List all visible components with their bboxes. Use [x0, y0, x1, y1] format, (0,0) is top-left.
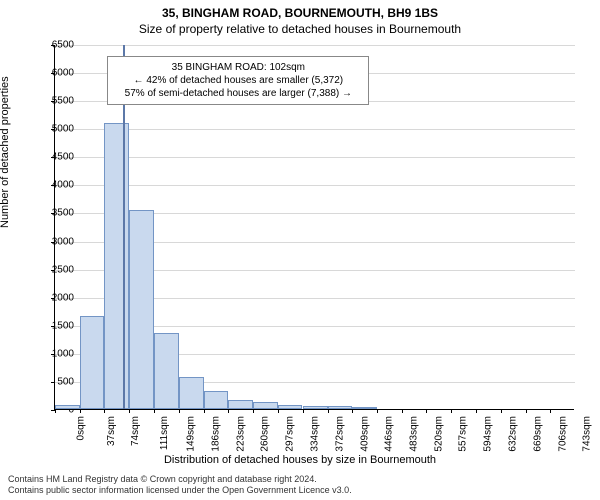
x-axis-label: Distribution of detached houses by size … [0, 454, 600, 466]
histogram-bar [179, 377, 204, 409]
histogram-bar [104, 123, 129, 409]
x-tick-mark [228, 409, 229, 413]
property-annotation: 35 BINGHAM ROAD: 102sqm ← 42% of detache… [107, 56, 369, 105]
x-tick-mark [377, 409, 378, 413]
grid-line [55, 157, 575, 158]
x-tick-label: 260sqm [260, 416, 271, 452]
x-tick-label: 149sqm [186, 416, 197, 452]
y-tick-label: 5500 [34, 96, 74, 107]
grid-line [55, 129, 575, 130]
histogram-chart: 35 BINGHAM ROAD: 102sqm ← 42% of detache… [54, 45, 574, 410]
y-tick-label: 2000 [34, 292, 74, 303]
x-tick-label: 743sqm [582, 416, 593, 452]
footer-line-1: Contains HM Land Registry data © Crown c… [8, 474, 592, 485]
histogram-bar [352, 407, 377, 409]
histogram-bar [303, 406, 328, 409]
y-tick-label: 5000 [34, 124, 74, 135]
x-tick-label: 669sqm [533, 416, 544, 452]
x-tick-label: 74sqm [130, 416, 141, 446]
x-tick-label: 111sqm [159, 416, 170, 450]
histogram-bar [154, 333, 179, 409]
grid-line [55, 45, 575, 46]
page-subtitle: Size of property relative to detached ho… [0, 20, 600, 36]
histogram-bar [55, 405, 80, 409]
y-tick-label: 3000 [34, 236, 74, 247]
x-tick-mark [129, 409, 130, 413]
y-tick-label: 4000 [34, 180, 74, 191]
x-tick-mark [179, 409, 180, 413]
x-tick-mark [253, 409, 254, 413]
x-tick-mark [204, 409, 205, 413]
y-axis-label: Number of detached properties [0, 76, 11, 228]
histogram-bar [80, 316, 105, 409]
x-tick-label: 409sqm [359, 416, 370, 452]
x-tick-label: 483sqm [409, 416, 420, 452]
x-tick-label: 520sqm [433, 416, 444, 452]
grid-line [55, 185, 575, 186]
y-tick-label: 4500 [34, 152, 74, 163]
histogram-bar [129, 210, 154, 409]
x-tick-label: 297sqm [285, 416, 296, 452]
x-tick-label: 334sqm [309, 416, 320, 452]
y-tick-label: 6500 [34, 40, 74, 51]
x-tick-mark [501, 409, 502, 413]
x-tick-label: 37sqm [106, 416, 117, 446]
annotation-line-2: ← 42% of detached houses are smaller (5,… [114, 74, 362, 87]
x-tick-label: 557sqm [458, 416, 469, 452]
x-tick-label: 632sqm [508, 416, 519, 452]
annotation-line-3: 57% of semi-detached houses are larger (… [114, 87, 362, 100]
x-tick-mark [352, 409, 353, 413]
x-tick-mark [476, 409, 477, 413]
x-tick-mark [80, 409, 81, 413]
histogram-bar [253, 402, 278, 409]
x-tick-label: 594sqm [483, 416, 494, 452]
x-tick-mark [550, 409, 551, 413]
histogram-bar [228, 400, 253, 409]
y-tick-label: 1500 [34, 320, 74, 331]
page-title: 35, BINGHAM ROAD, BOURNEMOUTH, BH9 1BS [0, 0, 600, 20]
x-tick-mark [154, 409, 155, 413]
x-tick-mark [426, 409, 427, 413]
x-tick-label: 0sqm [75, 416, 86, 440]
histogram-bar [278, 405, 303, 409]
annotation-line-1: 35 BINGHAM ROAD: 102sqm [114, 61, 362, 74]
x-tick-mark [303, 409, 304, 413]
x-tick-label: 223sqm [235, 416, 246, 452]
y-tick-label: 3500 [34, 208, 74, 219]
y-tick-label: 6000 [34, 68, 74, 79]
x-tick-mark [104, 409, 105, 413]
x-tick-mark [451, 409, 452, 413]
x-tick-label: 372sqm [335, 416, 346, 452]
x-tick-label: 446sqm [384, 416, 395, 452]
footer-line-2: Contains public sector information licen… [8, 485, 592, 496]
x-tick-mark [278, 409, 279, 413]
x-tick-mark [328, 409, 329, 413]
histogram-bar [328, 406, 353, 409]
footer: Contains HM Land Registry data © Crown c… [8, 474, 592, 496]
x-tick-label: 186sqm [211, 416, 222, 452]
histogram-bar [204, 391, 229, 409]
y-tick-label: 500 [34, 376, 74, 387]
x-tick-mark [402, 409, 403, 413]
y-tick-label: 2500 [34, 264, 74, 275]
y-tick-label: 1000 [34, 348, 74, 359]
x-tick-label: 706sqm [557, 416, 568, 452]
x-tick-mark [526, 409, 527, 413]
